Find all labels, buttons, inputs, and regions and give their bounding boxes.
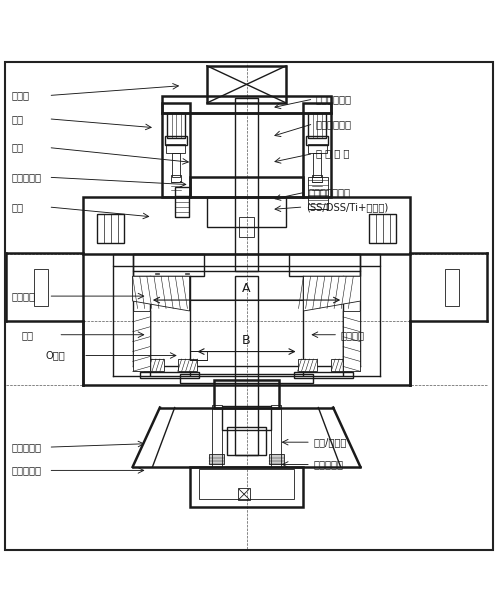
Bar [238, 488, 250, 500]
Text: (SS/DSS/Ti+碳石墨): (SS/DSS/Ti+碳石墨) [306, 202, 388, 212]
Text: 自润滑轴承: 自润滑轴承 [11, 442, 41, 452]
Text: 支架: 支架 [11, 114, 23, 124]
Bar [180, 374, 313, 382]
Bar [190, 177, 303, 197]
Text: 支撑/调节轴: 支撑/调节轴 [313, 437, 347, 447]
Text: 执行器: 执行器 [11, 91, 29, 100]
Text: O型圈: O型圈 [46, 351, 66, 360]
Bar [175, 196, 189, 217]
Bar [312, 175, 322, 182]
Text: 调节轴填料: 调节轴填料 [313, 460, 344, 469]
Text: 填料压盖组件: 填料压盖组件 [316, 94, 352, 104]
Bar [132, 254, 205, 276]
Text: 球体: 球体 [21, 330, 33, 340]
Text: 阀杆: 阀杆 [11, 143, 23, 152]
Text: 复 簧 间 距: 复 簧 间 距 [316, 149, 349, 159]
Text: 阀体组件: 阀体组件 [341, 330, 365, 340]
Bar [269, 453, 284, 465]
Polygon shape [303, 276, 361, 311]
Bar [289, 254, 361, 276]
Bar [162, 103, 190, 197]
Bar [235, 98, 258, 271]
Bar [306, 136, 328, 145]
Bar [144, 359, 164, 371]
Text: 阀盖: 阀盖 [11, 202, 23, 212]
Polygon shape [343, 311, 361, 371]
Bar [165, 136, 187, 145]
Bar [33, 269, 48, 306]
Bar [308, 177, 328, 209]
Text: 蝶旋垫片: 蝶旋垫片 [11, 291, 35, 301]
Bar [227, 427, 266, 455]
Bar [113, 254, 380, 266]
Bar [293, 372, 353, 378]
Bar [445, 269, 460, 306]
Bar [162, 95, 331, 113]
Bar [297, 359, 317, 371]
Text: A: A [242, 282, 251, 295]
Bar [214, 380, 279, 408]
Text: 调节扳手孔: 调节扳手孔 [11, 465, 41, 476]
Bar [171, 175, 181, 182]
Text: B: B [242, 334, 251, 346]
Bar [303, 103, 331, 197]
Bar [207, 197, 286, 227]
Bar [209, 453, 224, 465]
Bar [190, 467, 303, 507]
Bar [97, 214, 124, 242]
Text: 自润滑轴承: 自润滑轴承 [11, 172, 41, 182]
Bar [132, 254, 361, 271]
Text: 碳石墨阀座组件: 碳石墨阀座组件 [308, 187, 351, 197]
Bar [308, 113, 326, 138]
Bar [200, 469, 293, 499]
Bar [166, 144, 185, 154]
Polygon shape [132, 311, 150, 371]
Bar [271, 405, 281, 467]
Bar [235, 276, 258, 455]
Text: 密封填料组件: 密封填料组件 [316, 119, 352, 129]
Bar [369, 214, 396, 242]
Polygon shape [132, 276, 190, 311]
Bar [313, 154, 321, 177]
Bar [239, 217, 254, 237]
Bar [222, 406, 271, 430]
Bar [331, 359, 351, 371]
Bar [178, 359, 198, 371]
Bar [207, 66, 286, 103]
Bar [167, 113, 185, 138]
Bar [140, 372, 200, 378]
Bar [190, 351, 207, 360]
Bar [172, 154, 180, 177]
Bar [212, 405, 222, 467]
Bar [83, 197, 410, 254]
Bar [175, 187, 190, 197]
Bar [308, 144, 327, 154]
